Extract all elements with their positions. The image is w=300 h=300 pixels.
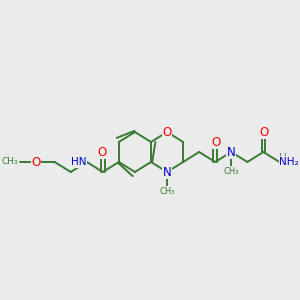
Text: CH₃: CH₃	[224, 167, 239, 176]
Text: H: H	[279, 153, 287, 163]
Text: O: O	[32, 155, 41, 169]
Text: HN: HN	[71, 157, 87, 167]
Text: O: O	[97, 146, 106, 158]
Text: O: O	[162, 125, 172, 139]
Text: N: N	[163, 166, 171, 178]
Text: NH₂: NH₂	[279, 157, 299, 167]
Text: CH₃: CH₃	[2, 158, 19, 166]
Text: O: O	[260, 125, 269, 139]
Text: N: N	[227, 146, 236, 158]
Text: O: O	[212, 136, 221, 148]
Text: CH₃: CH₃	[159, 187, 175, 196]
